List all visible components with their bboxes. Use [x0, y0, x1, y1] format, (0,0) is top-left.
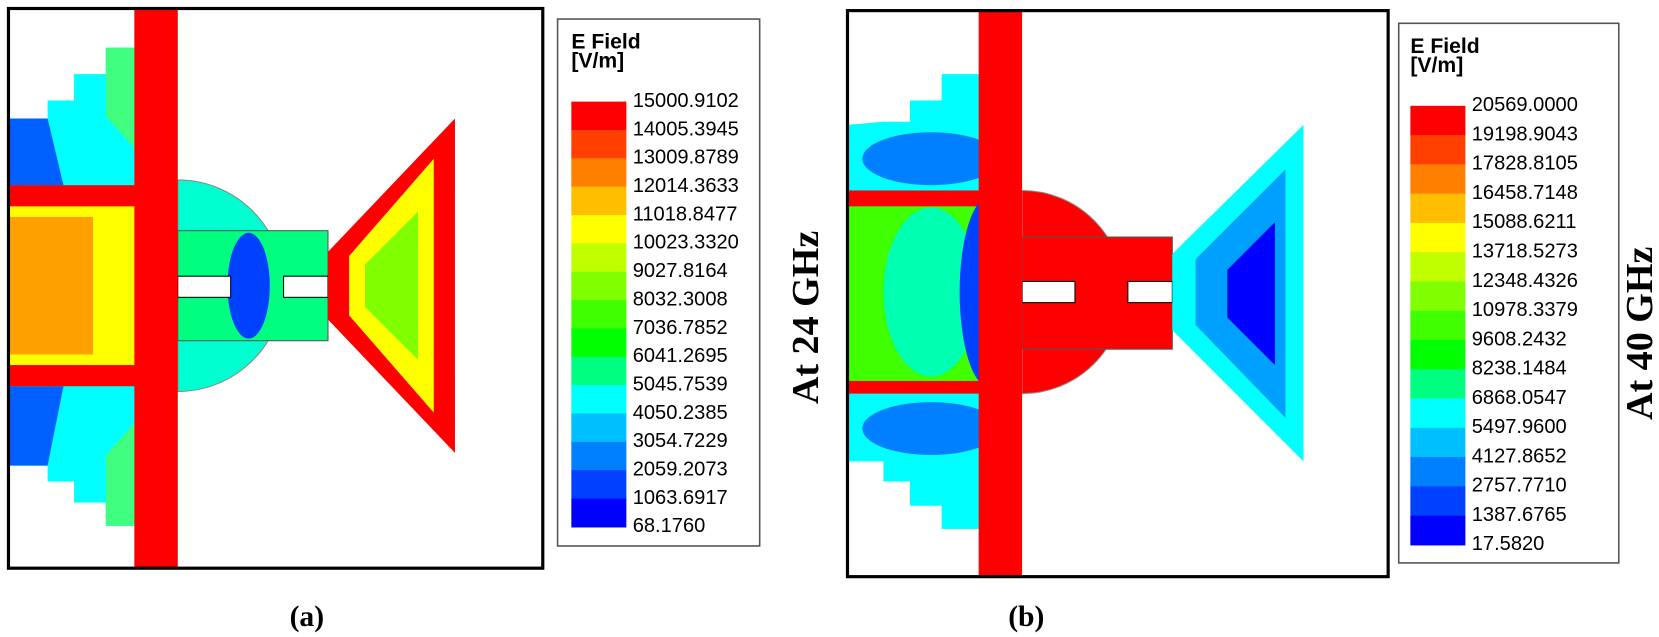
- legend-label: 5045.7539: [633, 373, 728, 395]
- legend-label: 12014.3633: [633, 175, 739, 197]
- legend: E Field[V/m] 20569.0000 19198.9043 17828.81…: [1397, 22, 1620, 564]
- slot: [283, 275, 329, 298]
- colorbar-band: [571, 328, 627, 358]
- field-region: [862, 402, 1000, 455]
- colorbar-band: [1410, 222, 1466, 253]
- legend-label: 4050.2385: [633, 402, 728, 424]
- legend-label: 5497.9600: [1472, 416, 1567, 438]
- feed-strip: [978, 10, 1023, 577]
- legend-label: 10023.3320: [633, 232, 739, 254]
- legend-label: 6868.0547: [1472, 387, 1567, 409]
- colorbar-band: [1410, 164, 1466, 195]
- slot: [1021, 280, 1076, 304]
- legend-label: 15088.6211: [1472, 211, 1577, 233]
- colorbar-band: [1410, 105, 1466, 136]
- legend-label: 6041.2695: [633, 345, 728, 367]
- side-label: At 24 GHz: [785, 231, 827, 405]
- colorbar-band: [1410, 427, 1466, 458]
- colorbar-band: [571, 470, 627, 500]
- legend-label: 1387.6765: [1472, 504, 1567, 526]
- field-region: [227, 232, 270, 339]
- colorbar-band: [1410, 369, 1466, 400]
- feed-strip: [134, 8, 178, 569]
- legend-label: 2059.2073: [633, 459, 728, 481]
- field-plot-a: [6, 6, 545, 570]
- colorbar-band: [571, 441, 627, 471]
- field-plot-b: [845, 9, 1390, 579]
- legend-label: 14005.3945: [633, 118, 739, 140]
- colorbar-band: [571, 413, 627, 443]
- field-region: [365, 211, 418, 360]
- colorbar-band: [1410, 486, 1466, 517]
- legend-label: 17828.8105: [1472, 153, 1578, 175]
- colorbar-band: [1410, 281, 1466, 312]
- legend-label: 13718.5273: [1472, 241, 1578, 263]
- field-region: [883, 207, 979, 377]
- legend-label: 4127.8652: [1472, 445, 1567, 467]
- legend-label: 9608.2432: [1472, 328, 1567, 350]
- legend-title: E Field: [1410, 35, 1479, 58]
- colorbar-band: [571, 215, 627, 244]
- colorbar-band: [1410, 340, 1466, 370]
- legend-label: 13009.8789: [633, 147, 739, 169]
- legend-label: 9027.8164: [633, 260, 728, 282]
- legend-label: 15000.9102: [633, 90, 739, 112]
- colorbar-band: [571, 385, 627, 415]
- legend: E Field[V/m] 15000.9102 14005.3945 13009.87…: [556, 18, 761, 547]
- colorbar-band: [571, 129, 627, 159]
- colorbar-band: [1410, 252, 1466, 282]
- legend-label: 19198.9043: [1472, 123, 1578, 145]
- legend-label: 2757.7710: [1472, 475, 1567, 497]
- legend-unit: [V/m]: [1410, 54, 1463, 77]
- slot: [177, 275, 232, 298]
- legend-label: 7036.7852: [633, 317, 728, 339]
- legend-label: 12348.4326: [1472, 270, 1578, 292]
- colorbar-band: [571, 498, 627, 528]
- legend-label: 20569.0000: [1472, 94, 1578, 116]
- side-label: At 40 GHz: [1619, 246, 1659, 420]
- colorbar-band: [1410, 193, 1466, 224]
- colorbar-band: [571, 243, 627, 273]
- legend-label: 11018.8477: [633, 203, 738, 225]
- legend-label: 17.5820: [1472, 533, 1545, 555]
- colorbar-band: [1410, 398, 1466, 429]
- plot-border: [845, 9, 1390, 579]
- colorbar-band: [571, 158, 627, 188]
- panel-caption: (b): [1008, 601, 1044, 633]
- slot: [1127, 280, 1173, 304]
- colorbar-band: [571, 101, 627, 131]
- plot-border: [6, 6, 545, 570]
- legend-unit: [V/m]: [571, 50, 624, 73]
- panel-caption: (a): [290, 601, 325, 633]
- field-region: [105, 47, 135, 149]
- field-region: [8, 118, 64, 186]
- colorbar-band: [1410, 515, 1466, 546]
- colorbar-band: [571, 186, 627, 216]
- legend-label: 8238.1484: [1472, 358, 1567, 380]
- field-region: [8, 386, 64, 466]
- legend-label: 68.1760: [633, 515, 706, 537]
- colorbar-band: [571, 356, 627, 386]
- colorbar-band: [1410, 310, 1466, 341]
- legend-title: E Field: [571, 31, 640, 54]
- colorbar-band: [1410, 135, 1466, 165]
- legend-label: 8032.3008: [633, 288, 728, 310]
- legend-label: 16458.7148: [1472, 182, 1578, 204]
- field-region: [105, 423, 135, 526]
- colorbar-band: [1410, 457, 1466, 487]
- colorbar-band: [571, 300, 627, 329]
- field-region: [1227, 222, 1275, 366]
- colorbar-band: [571, 271, 627, 301]
- legend-label: 3054.7229: [633, 430, 728, 452]
- legend-label: 1063.6917: [633, 487, 728, 509]
- field-region: [862, 132, 1000, 186]
- field-region: [8, 216, 94, 355]
- legend-label: 10978.3379: [1472, 299, 1578, 321]
